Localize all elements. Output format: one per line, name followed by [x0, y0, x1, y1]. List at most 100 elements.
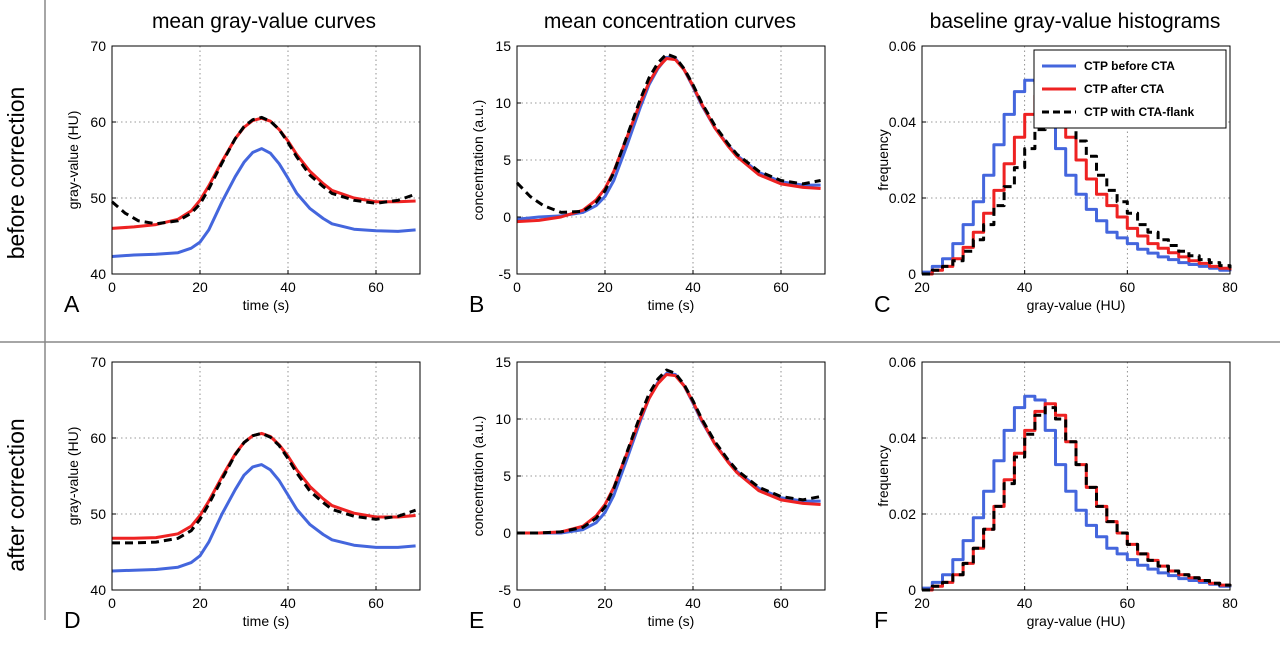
y-tick-label: 0.02 — [889, 190, 916, 206]
series-black-line — [112, 431, 417, 545]
y-tick-label: 5 — [503, 152, 511, 168]
x-tick-label: 40 — [685, 595, 701, 611]
y-tick-label: 0 — [908, 582, 916, 598]
y-axis-label: frequency — [875, 445, 891, 506]
x-axis-label: time (s) — [648, 297, 695, 313]
x-tick-label: 60 — [1120, 279, 1136, 295]
series-blue-line — [111, 463, 416, 573]
column-title-concentration: mean concentration curves — [544, 10, 796, 33]
y-tick-label: -5 — [499, 582, 512, 598]
x-axis-label: time (s) — [243, 297, 290, 313]
series-blue-line — [111, 147, 416, 258]
y-tick-label: 50 — [90, 506, 106, 522]
y-tick-label: 0.06 — [889, 354, 916, 370]
panel-letter: D — [64, 607, 81, 633]
series-red-line — [517, 373, 821, 535]
y-axis-label: gray-value (HU) — [65, 427, 81, 526]
panel-letter: C — [874, 291, 891, 317]
column-title-histograms: baseline gray-value histograms — [930, 10, 1221, 33]
x-tick-label: 80 — [1222, 279, 1238, 295]
plot-frame — [921, 45, 1231, 275]
panel-c: 20 40 60 80 0 0.02 0.04 0.06 gray-value (HU) freq… — [874, 38, 1238, 317]
y-axis-label: concentration (a.u.) — [470, 416, 486, 537]
legend-label: CTP with CTA-flank — [1084, 105, 1195, 119]
panel-letter: A — [64, 291, 80, 317]
legend: CTP before CTA CTP after CTA CTP with CTA-… — [1033, 49, 1227, 129]
x-tick-label: 20 — [914, 595, 930, 611]
x-axis-label: time (s) — [648, 613, 695, 629]
series-red-line — [922, 90, 1232, 276]
y-tick-label: 15 — [495, 354, 511, 370]
x-tick-label: 20 — [597, 279, 613, 295]
panel-d: 0 20 40 60 40 50 60 70 time (s) gray-value (HU) D — [64, 354, 421, 633]
x-axis-label: gray-value (HU) — [1027, 297, 1126, 313]
plot-frame — [921, 361, 1231, 591]
legend-label: CTP after CTA — [1084, 82, 1165, 96]
x-tick-label: 60 — [773, 595, 789, 611]
series-red-line — [112, 431, 416, 540]
y-tick-label: 5 — [503, 468, 511, 484]
series-black-line — [515, 52, 821, 214]
plot-frame — [111, 45, 421, 275]
y-tick-label: 0 — [503, 209, 511, 225]
y-tick-label: 40 — [90, 582, 106, 598]
x-tick-label: 20 — [914, 279, 930, 295]
y-tick-label: 0.04 — [889, 114, 916, 130]
x-tick-label: 0 — [513, 595, 521, 611]
x-tick-label: 40 — [1017, 279, 1033, 295]
x-tick-label: 20 — [597, 595, 613, 611]
series-blue-line — [922, 78, 1232, 274]
x-tick-label: 40 — [1017, 595, 1033, 611]
x-tick-label: 0 — [108, 279, 116, 295]
panel-a: 0 20 40 60 40 50 60 70 time (s) gray-value (HU) A — [64, 38, 421, 317]
series-black-line — [922, 406, 1232, 592]
panel-letter: F — [874, 607, 888, 633]
y-axis-label: gray-value (HU) — [65, 111, 81, 210]
x-tick-label: 20 — [192, 279, 208, 295]
x-tick-label: 80 — [1222, 595, 1238, 611]
plot-frame — [111, 361, 421, 591]
x-tick-label: 40 — [280, 595, 296, 611]
x-tick-label: 40 — [685, 279, 701, 295]
y-tick-label: 0 — [503, 525, 511, 541]
y-tick-label: 10 — [495, 411, 511, 427]
x-tick-label: 20 — [192, 595, 208, 611]
y-tick-label: 70 — [90, 38, 106, 54]
y-tick-label: 0 — [908, 266, 916, 282]
y-tick-label: 0.06 — [889, 38, 916, 54]
y-tick-label: 70 — [90, 354, 106, 370]
x-tick-label: 60 — [368, 595, 384, 611]
panel-f: 20 40 60 80 0 0.02 0.04 0.06 gray-value (HU) freq… — [874, 354, 1238, 633]
row-label-before-correction: before correction — [3, 87, 29, 260]
y-tick-label: 0.04 — [889, 430, 916, 446]
series-black-line — [517, 368, 821, 535]
panel-letter: B — [469, 291, 484, 317]
x-tick-label: 60 — [1120, 595, 1136, 611]
legend-label: CTP before CTA — [1084, 59, 1175, 73]
y-tick-label: 40 — [90, 266, 106, 282]
x-axis-label: gray-value (HU) — [1027, 613, 1126, 629]
series-blue-line — [922, 394, 1232, 590]
y-tick-label: 15 — [495, 38, 511, 54]
series-red-line — [516, 57, 821, 224]
y-tick-label: 60 — [90, 430, 106, 446]
y-tick-label: -5 — [499, 266, 512, 282]
y-axis-label: concentration (a.u.) — [470, 100, 486, 221]
x-tick-label: 60 — [368, 279, 384, 295]
x-tick-label: 40 — [280, 279, 296, 295]
x-tick-label: 0 — [513, 279, 521, 295]
series-black-line — [922, 109, 1232, 276]
y-tick-label: 60 — [90, 114, 106, 130]
x-tick-label: 60 — [773, 279, 789, 295]
y-tick-label: 50 — [90, 190, 106, 206]
y-tick-label: 10 — [495, 95, 511, 111]
panel-letter: E — [469, 607, 484, 633]
column-title-gray-value: mean gray-value curves — [152, 10, 376, 33]
row-label-after-correction: after correction — [3, 418, 29, 571]
x-tick-label: 0 — [108, 595, 116, 611]
y-axis-label: frequency — [875, 129, 891, 190]
